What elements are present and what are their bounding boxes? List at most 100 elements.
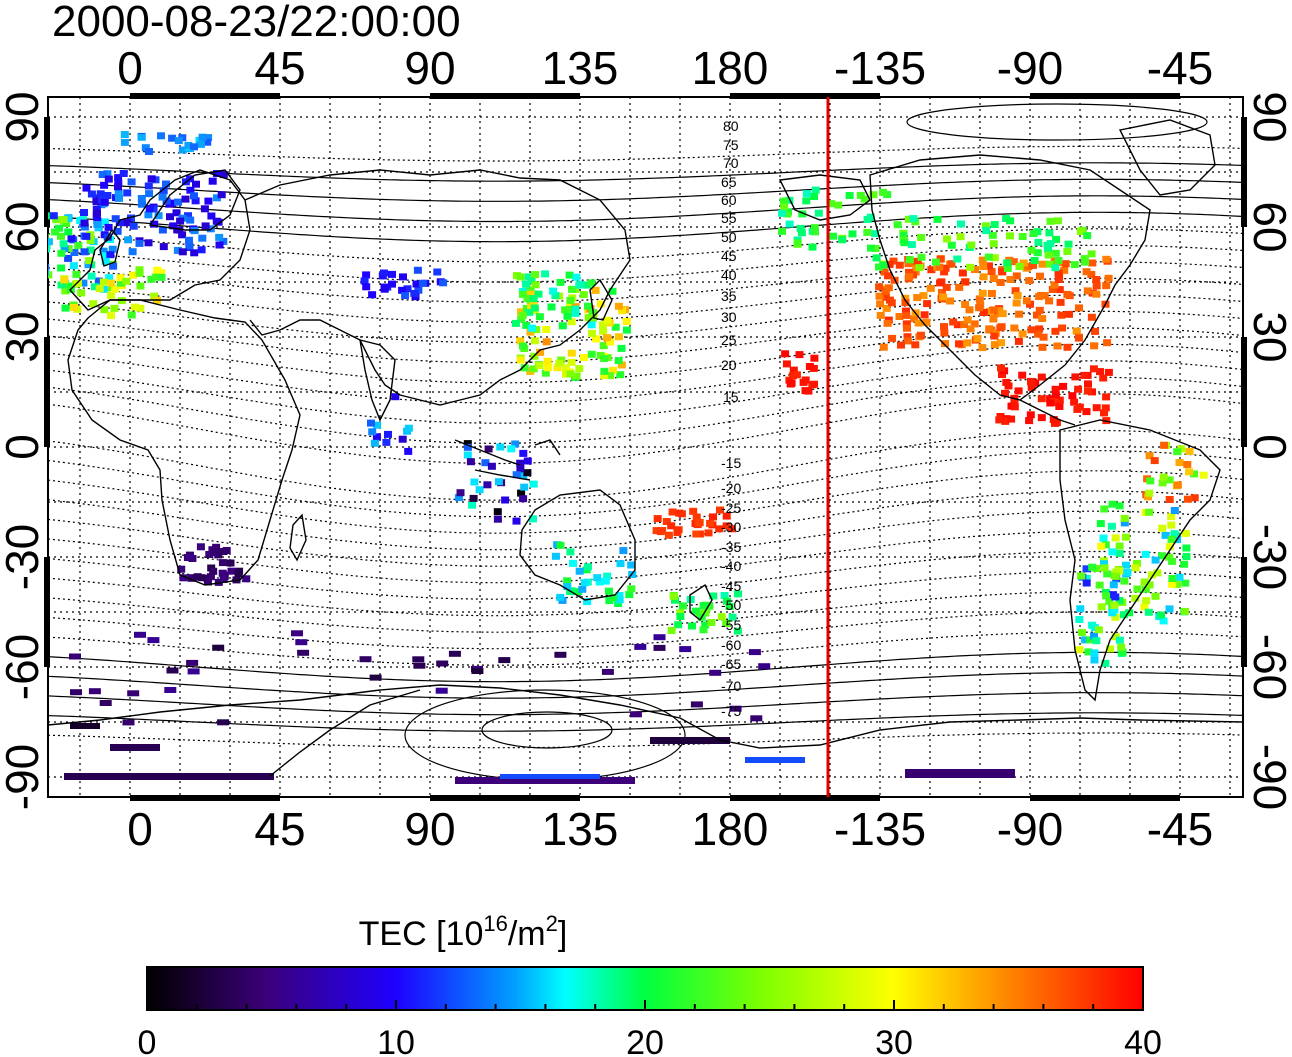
tec-pixel: [1054, 269, 1063, 277]
tec-pixel: [722, 512, 731, 520]
tec-pixel: [603, 316, 612, 324]
tec-pixel: [811, 186, 820, 194]
bottom-longitude-labels: 0 45 90 135 180 -135 -90 -45: [127, 803, 1213, 855]
tec-pixel: [186, 216, 195, 224]
tec-pixel: [938, 289, 946, 296]
tec-pixel: [901, 299, 910, 307]
tec-pixel: [875, 283, 884, 291]
tec-pixel: [468, 501, 477, 509]
tec-pixel: [1165, 605, 1174, 613]
tec-pixel: [1055, 286, 1064, 294]
tec-pixel: [622, 326, 631, 334]
tec-pixel: [190, 192, 198, 200]
tec-pixel: [674, 621, 683, 629]
tec-pixel: [117, 279, 125, 287]
tec-pixel: [104, 223, 113, 231]
tec-pixel: [574, 588, 583, 596]
tec-pixel: [1097, 603, 1106, 611]
tec-pixel: [64, 228, 73, 236]
tec-pixel: [193, 573, 202, 581]
tec-pixel: [783, 210, 792, 218]
tec-pixel: [1159, 473, 1168, 481]
tec-pixel: [600, 355, 609, 362]
tec-pixel: [107, 312, 115, 320]
tec-pixel: [1052, 235, 1061, 243]
tec-pixel: [920, 311, 929, 319]
tec-pixel: [188, 574, 197, 582]
mlat-contour: [48, 393, 1243, 465]
tec-pixel: [1145, 581, 1154, 589]
tec-pixel: [723, 597, 731, 605]
tec-pixel: [1168, 580, 1177, 588]
tec-pixel: [1035, 306, 1044, 314]
tec-pixel: [1018, 330, 1027, 338]
tec-pixel: [144, 239, 153, 247]
tec-pixel: [717, 613, 726, 621]
tec-pixel: [674, 526, 683, 534]
tec-pixel: [911, 341, 920, 349]
mlat-label: 65: [721, 174, 737, 190]
mlat-label: -75: [721, 703, 741, 719]
tec-pixel: [676, 609, 685, 617]
tec-pixel: [174, 137, 183, 145]
tec-pixel: [966, 263, 975, 271]
tec-pixel: [883, 319, 892, 327]
tec-pixel: [953, 255, 962, 263]
tec-pixel: [1091, 327, 1099, 335]
tec-pixel: [1087, 270, 1096, 278]
tec-pixel: [137, 133, 146, 141]
tec-pixel: [1103, 339, 1112, 347]
tec-pixel: [201, 222, 210, 230]
tec-pixel: [913, 257, 922, 265]
tec-pixel: [542, 326, 551, 333]
tec-pixel: [1089, 365, 1098, 373]
tec-pixel: [484, 445, 493, 453]
tec-pixel: [1075, 304, 1083, 312]
tec-pixel: [566, 296, 575, 304]
tec-pixel: [1006, 217, 1015, 225]
tec-pixel: [206, 573, 215, 581]
tec-pixel: [584, 563, 592, 571]
tec-pixel: [798, 210, 807, 218]
tec-pixel: [988, 231, 997, 239]
tec-pixel: [1054, 257, 1063, 264]
tec-pixel: [1110, 601, 1119, 609]
tec-pixel: [531, 281, 540, 289]
tec-pixel: [709, 513, 717, 521]
tec-pixel: [587, 279, 596, 287]
tec-pixel: [150, 220, 159, 228]
tec-pixel: [1115, 549, 1124, 557]
tec-pixel: [619, 547, 628, 555]
mlat-label: 75: [723, 137, 739, 153]
tec-pixel: [69, 304, 78, 311]
tec-pixel: [86, 246, 95, 254]
tec-pixel: [219, 171, 228, 179]
tec-pixel: [1131, 564, 1140, 572]
tec-pixel: [1038, 260, 1047, 268]
mlat-contour: [48, 510, 1243, 567]
tec-pixel: [439, 279, 448, 287]
tec-pixel: [1170, 507, 1179, 514]
tec-pixel: [507, 445, 516, 453]
tec-pixel: [219, 237, 228, 245]
tec-pixel: [933, 215, 942, 223]
tec-pixel: [1118, 648, 1127, 656]
tec-pixel: [471, 668, 484, 674]
tec-pixel: [1185, 448, 1194, 455]
tec-pixel: [838, 236, 847, 244]
tec-pixel: [880, 268, 889, 276]
tec-pixel: [701, 621, 710, 629]
tec-pixel: [113, 227, 122, 235]
tec-pixel: [99, 285, 108, 293]
tec-pixel: [558, 322, 567, 330]
tec-pixel: [372, 433, 381, 441]
top-lon-label: 0: [117, 42, 143, 94]
tec-pixel: [208, 549, 217, 556]
tec-pixel: [297, 649, 310, 656]
tec-pixel: [517, 308, 525, 316]
tec-pixel: [601, 577, 610, 585]
tec-pixel: [1087, 313, 1096, 321]
tec-pixel: [914, 319, 923, 327]
tec-pixel: [1060, 266, 1069, 274]
tec-pixel: [1046, 240, 1055, 248]
